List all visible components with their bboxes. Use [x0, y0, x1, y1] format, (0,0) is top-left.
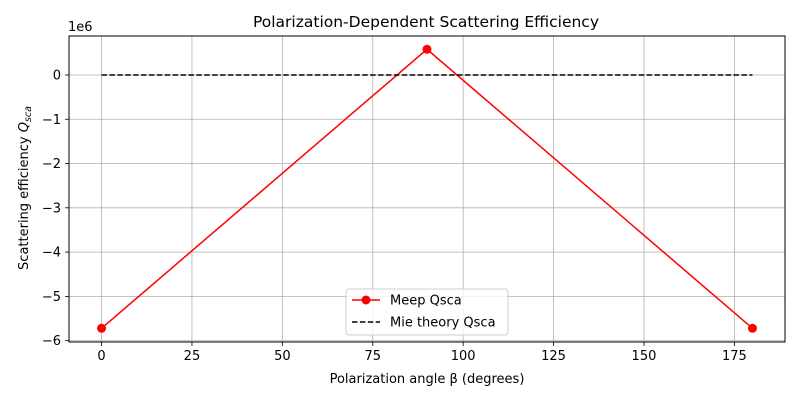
y-tick-label: −6: [42, 334, 61, 349]
y-tick-label: −3: [42, 201, 61, 216]
legend-label-mie: Mie theory Qsca: [390, 316, 496, 331]
x-tick-label: 25: [184, 349, 201, 364]
x-tick-label: 100: [451, 349, 476, 364]
x-tick-label: 175: [722, 349, 747, 364]
x-tick-label: 150: [632, 349, 657, 364]
y-axis-title-symbol: Q: [17, 122, 32, 132]
x-axis-title: Polarization angle β (degrees): [330, 372, 525, 387]
data-point: [422, 44, 432, 54]
y-offset-label: 1e6: [68, 20, 93, 35]
y-tick-label: −5: [42, 290, 61, 305]
y-axis-title-subscript: sca: [23, 106, 34, 122]
y-tick-label: 0: [53, 68, 61, 83]
x-tick-label: 0: [97, 349, 105, 364]
series-layer: [97, 44, 757, 333]
legend: Meep Qsca Mie theory Qsca: [345, 288, 509, 336]
y-axis-title: Scattering efficiency Qsca: [17, 106, 34, 270]
y-tick-label: −4: [42, 246, 61, 261]
data-point: [747, 323, 757, 333]
y-axis-title-text: Scattering efficiency: [17, 132, 32, 270]
y-tick-label: −1: [42, 113, 61, 128]
chart-title: Polarization-Dependent Scattering Effici…: [253, 13, 599, 31]
data-point: [97, 323, 107, 333]
legend-marker-meep: [361, 295, 371, 305]
legend-label-meep: Meep Qsca: [390, 294, 462, 309]
x-tick-label: 50: [274, 349, 291, 364]
series-line-0: [101, 48, 753, 329]
plot-frame: [68, 35, 786, 343]
legend-box: [345, 288, 509, 336]
x-tick-label: 75: [364, 349, 381, 364]
x-tick-label: 125: [541, 349, 566, 364]
axis-ticks: 0 25 50 75 100 125 150 175 0 −1 −2 −3 −4 −5 −6: [42, 68, 747, 364]
y-tick-label: −2: [42, 157, 61, 172]
